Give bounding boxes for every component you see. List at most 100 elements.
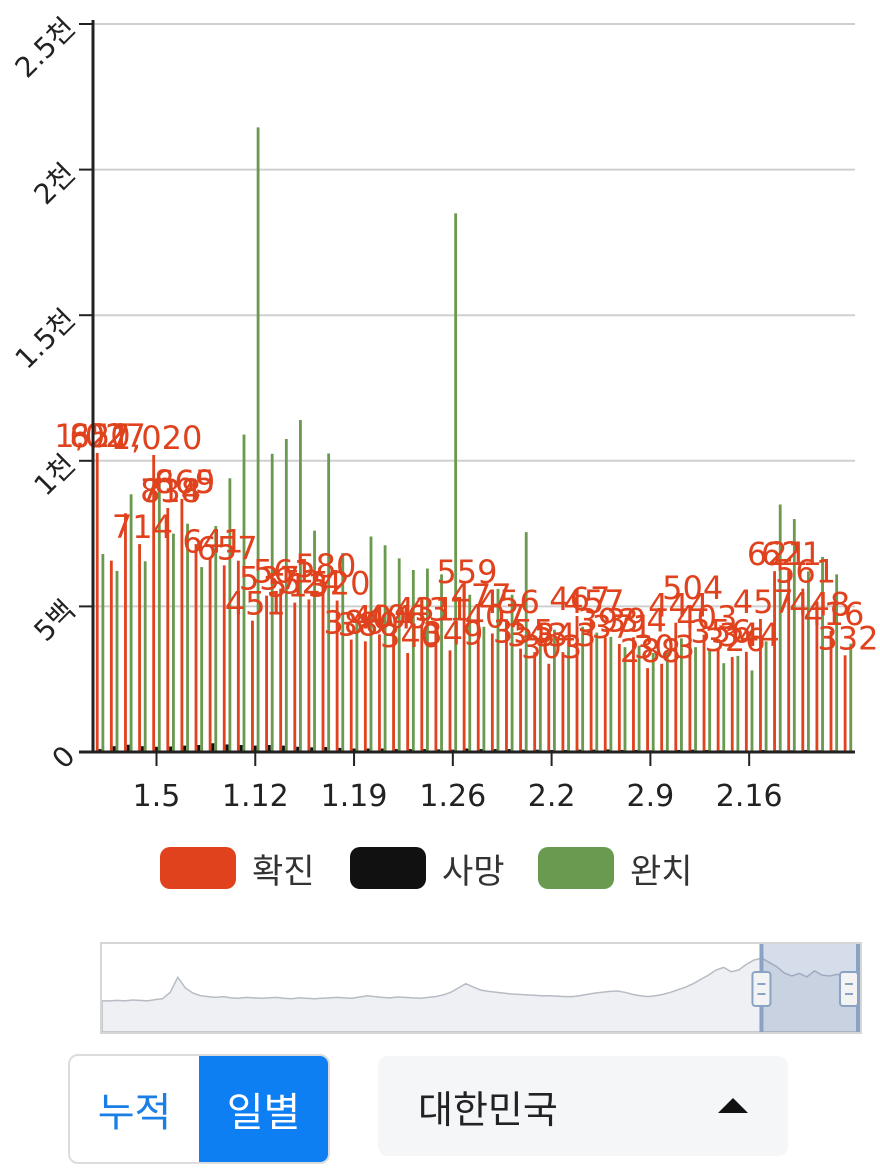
data-label-0: 1,027 [54, 417, 146, 455]
bar-recovered-9 [228, 478, 232, 752]
bar-deaths-14 [296, 746, 300, 752]
bar-confirmed-24 [434, 626, 438, 752]
bar-recovered-37 [623, 647, 627, 752]
bar-recovered-45 [736, 655, 740, 752]
bar-deaths-19 [366, 748, 370, 752]
bar-recovered-14 [299, 420, 302, 752]
range-navigator[interactable] [100, 942, 862, 1034]
bars [95, 127, 853, 753]
data-label-32: 303 [521, 628, 582, 666]
daily-button[interactable]: 일별 [199, 1056, 328, 1162]
bar-confirmed-16 [321, 583, 325, 752]
bar-recovered-43 [708, 650, 712, 752]
view-mode-toggle[interactable]: 누적 일별 [68, 1054, 330, 1164]
y-tick-label-1: 5백 [27, 594, 81, 648]
legend-item-recovered[interactable]: 완치 [538, 846, 693, 892]
bar-recovered-50 [807, 571, 810, 752]
bar-confirmed-43 [702, 634, 706, 752]
legend-item-confirmed[interactable]: 확진 [160, 846, 315, 892]
data-label-33: 343 [535, 616, 596, 654]
handle-grip [839, 971, 859, 1007]
bar-recovered-47 [764, 641, 768, 752]
bar-confirmed-51 [815, 621, 819, 752]
bar-deaths-7 [197, 745, 201, 752]
bar-confirmed-20 [378, 634, 381, 752]
bar-recovered-8 [214, 526, 218, 752]
bar-recovered-11 [256, 127, 260, 753]
data-label-41: 444 [648, 587, 709, 625]
bar-confirmed-13 [279, 588, 283, 752]
data-label-39: 288 [620, 632, 681, 670]
bar-confirmed-39 [646, 668, 649, 752]
bar-recovered-13 [284, 438, 288, 752]
data-label-29: 456 [479, 583, 540, 621]
bar-confirmed-14 [293, 602, 297, 752]
x-tick-label-5: 2.9 [627, 779, 675, 814]
x-tick-label-4: 2.2 [528, 779, 576, 814]
navigator-left-handle[interactable] [751, 971, 772, 1007]
bar-recovered-32 [553, 629, 556, 752]
data-label-49: 621 [761, 535, 822, 573]
data-label-48: 621 [747, 535, 808, 573]
y-tick-label-5: 2.5천 [9, 11, 82, 84]
bar-confirmed-19 [363, 641, 367, 752]
bar-recovered-23 [426, 568, 429, 752]
bar-confirmed-23 [420, 626, 424, 752]
data-label-38: 394 [606, 601, 667, 639]
data-label-5: 657 [70, 417, 131, 455]
legend-item-deaths[interactable]: 사망 [350, 846, 505, 892]
bar-recovered-22 [411, 570, 415, 752]
x-tick-label-1: 1.12 [222, 779, 289, 814]
region-select[interactable]: 대한민국 [378, 1056, 788, 1156]
bar-confirmed-18 [349, 639, 353, 752]
bar-recovered-41 [680, 638, 683, 752]
bar-confirmed-52 [829, 630, 833, 752]
bar-deaths-20 [380, 748, 384, 752]
bar-recovered-36 [609, 636, 613, 752]
data-label-1: 1,020 [111, 419, 203, 457]
bar-recovered-19 [369, 536, 373, 752]
data-label-36: 393 [578, 602, 639, 640]
bar-recovered-25 [454, 213, 458, 752]
bar-deaths-8 [211, 743, 215, 752]
legend-swatch-recovered [538, 847, 614, 889]
bar-recovered-6 [186, 523, 189, 752]
bar-confirmed-7 [194, 544, 198, 752]
bar-deaths-2 [126, 744, 130, 752]
navigator-right-handle[interactable] [839, 971, 859, 1007]
bar-recovered-24 [440, 574, 443, 752]
bar-recovered-49 [792, 519, 796, 752]
data-label-45: 326 [705, 621, 766, 659]
bar-confirmed-8 [208, 558, 212, 752]
data-label-34: 467 [549, 580, 610, 618]
legend-swatch-confirmed [160, 847, 236, 889]
cumulative-button[interactable]: 누적 [97, 1090, 172, 1136]
bar-recovered-34 [581, 626, 585, 752]
data-label-35: 457 [563, 583, 624, 621]
bar-confirmed-42 [688, 605, 692, 752]
data-labels: 1,0271,020820838869657714714665641657451… [54, 417, 878, 670]
legend-label-deaths: 사망 [442, 851, 505, 892]
data-label-20: 404 [352, 598, 413, 636]
bar-recovered-20 [383, 545, 387, 752]
data-label-15: 524 [281, 563, 342, 601]
data-label-23: 431 [394, 590, 455, 628]
bar-recovered-26 [468, 594, 472, 752]
bar-confirmed-34 [575, 616, 579, 752]
bar-recovered-42 [694, 647, 697, 752]
bar-recovered-40 [665, 651, 669, 752]
bar-recovered-5 [172, 533, 175, 752]
bar-recovered-17 [341, 553, 345, 752]
bar-deaths-1 [112, 746, 116, 752]
bar-recovered-10 [242, 434, 246, 752]
bar-recovered-0 [101, 553, 105, 752]
data-label-4: 869 [154, 463, 215, 501]
bar-deaths-17 [338, 747, 342, 752]
bar-confirmed-12 [265, 595, 268, 752]
y-tick-label-2: 1천 [27, 448, 81, 502]
data-label-7: 714 [140, 472, 201, 510]
data-label-11: 451 [225, 585, 286, 623]
bar-confirmed-10 [236, 560, 240, 752]
bar-deaths-6 [183, 745, 187, 752]
bar-deaths-13 [282, 745, 285, 752]
